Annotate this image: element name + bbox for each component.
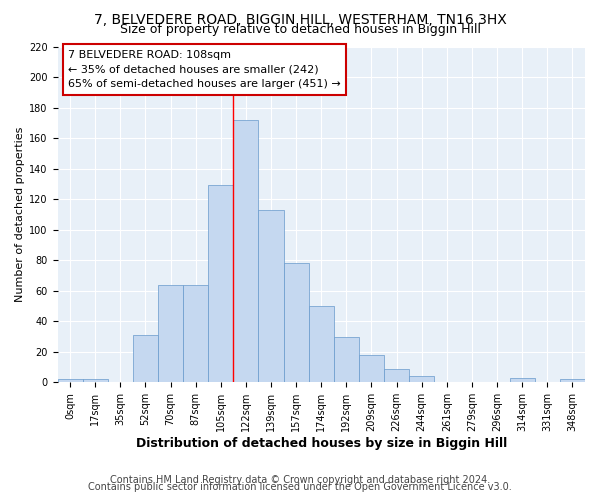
Bar — [208, 186, 233, 382]
Bar — [233, 120, 259, 382]
Bar — [158, 284, 183, 382]
Text: Contains HM Land Registry data © Crown copyright and database right 2024.: Contains HM Land Registry data © Crown c… — [110, 475, 490, 485]
Bar — [409, 376, 434, 382]
Text: Contains public sector information licensed under the Open Government Licence v3: Contains public sector information licen… — [88, 482, 512, 492]
Bar — [133, 335, 158, 382]
Bar — [58, 380, 83, 382]
Bar — [308, 306, 334, 382]
Bar — [334, 336, 359, 382]
Text: Size of property relative to detached houses in Biggin Hill: Size of property relative to detached ho… — [119, 22, 481, 36]
Bar — [259, 210, 284, 382]
Text: 7, BELVEDERE ROAD, BIGGIN HILL, WESTERHAM, TN16 3HX: 7, BELVEDERE ROAD, BIGGIN HILL, WESTERHA… — [94, 12, 506, 26]
Y-axis label: Number of detached properties: Number of detached properties — [15, 126, 25, 302]
Bar — [560, 380, 585, 382]
X-axis label: Distribution of detached houses by size in Biggin Hill: Distribution of detached houses by size … — [136, 437, 507, 450]
Text: 7 BELVEDERE ROAD: 108sqm
← 35% of detached houses are smaller (242)
65% of semi-: 7 BELVEDERE ROAD: 108sqm ← 35% of detach… — [68, 50, 341, 90]
Bar — [509, 378, 535, 382]
Bar — [284, 264, 308, 382]
Bar — [83, 380, 108, 382]
Bar — [183, 284, 208, 382]
Bar — [384, 368, 409, 382]
Bar — [359, 355, 384, 382]
